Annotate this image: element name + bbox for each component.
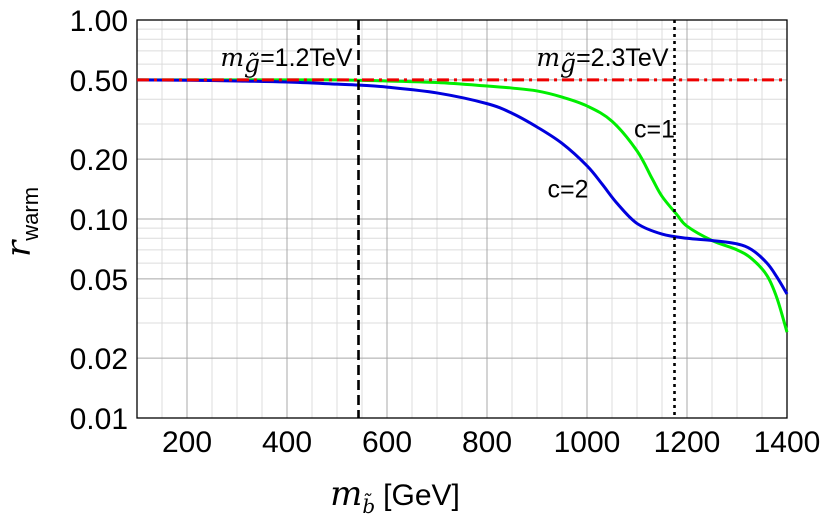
y-tick-label: 0.01 (70, 403, 128, 436)
x-tick-label: 600 (362, 426, 412, 459)
y-axis-title: rwarm (0, 187, 43, 257)
y-tick-label: 0.10 (70, 204, 128, 237)
y-tick-label: 0.05 (70, 264, 128, 297)
curve-label-c-2: c=2 (547, 176, 588, 204)
x-tick-label: 400 (262, 426, 312, 459)
plot-frame (136, 19, 788, 419)
x-tick-label: 1000 (554, 426, 621, 459)
x-tick-labels: 200 400 600 800 1000 1200 1400 (162, 426, 820, 459)
series-layer (136, 78, 789, 333)
y-tick-label: 1.00 (70, 5, 128, 38)
x-tick-label: 800 (462, 426, 512, 459)
x-tick-label: 1400 (754, 426, 821, 459)
curve-label-c-1: c=1 (634, 115, 675, 143)
y-tick-label: 0.50 (70, 65, 128, 98)
x-tick-label: 1200 (654, 426, 721, 459)
annotation-layer: c=1 c=2 (547, 115, 675, 203)
x-tick-label: 200 (162, 426, 212, 459)
vertical-line-label-2: mg̃=2.3TeV (536, 43, 668, 78)
y-tick-label: 0.02 (70, 343, 128, 376)
y-tick-label: 0.20 (70, 144, 128, 177)
series-line-c-1 (137, 78, 789, 333)
series-line-c-2 (136, 78, 789, 295)
vertical-line-label-1: mg̃=1.2TeV (220, 43, 352, 78)
x-axis-title: mb̃ [GeV] (330, 474, 460, 518)
y-tick-labels: 0.01 0.02 0.05 0.10 0.20 0.50 1.00 (70, 5, 128, 436)
vline-layer: mg̃=1.2TeV mg̃=2.3TeV (220, 20, 676, 418)
